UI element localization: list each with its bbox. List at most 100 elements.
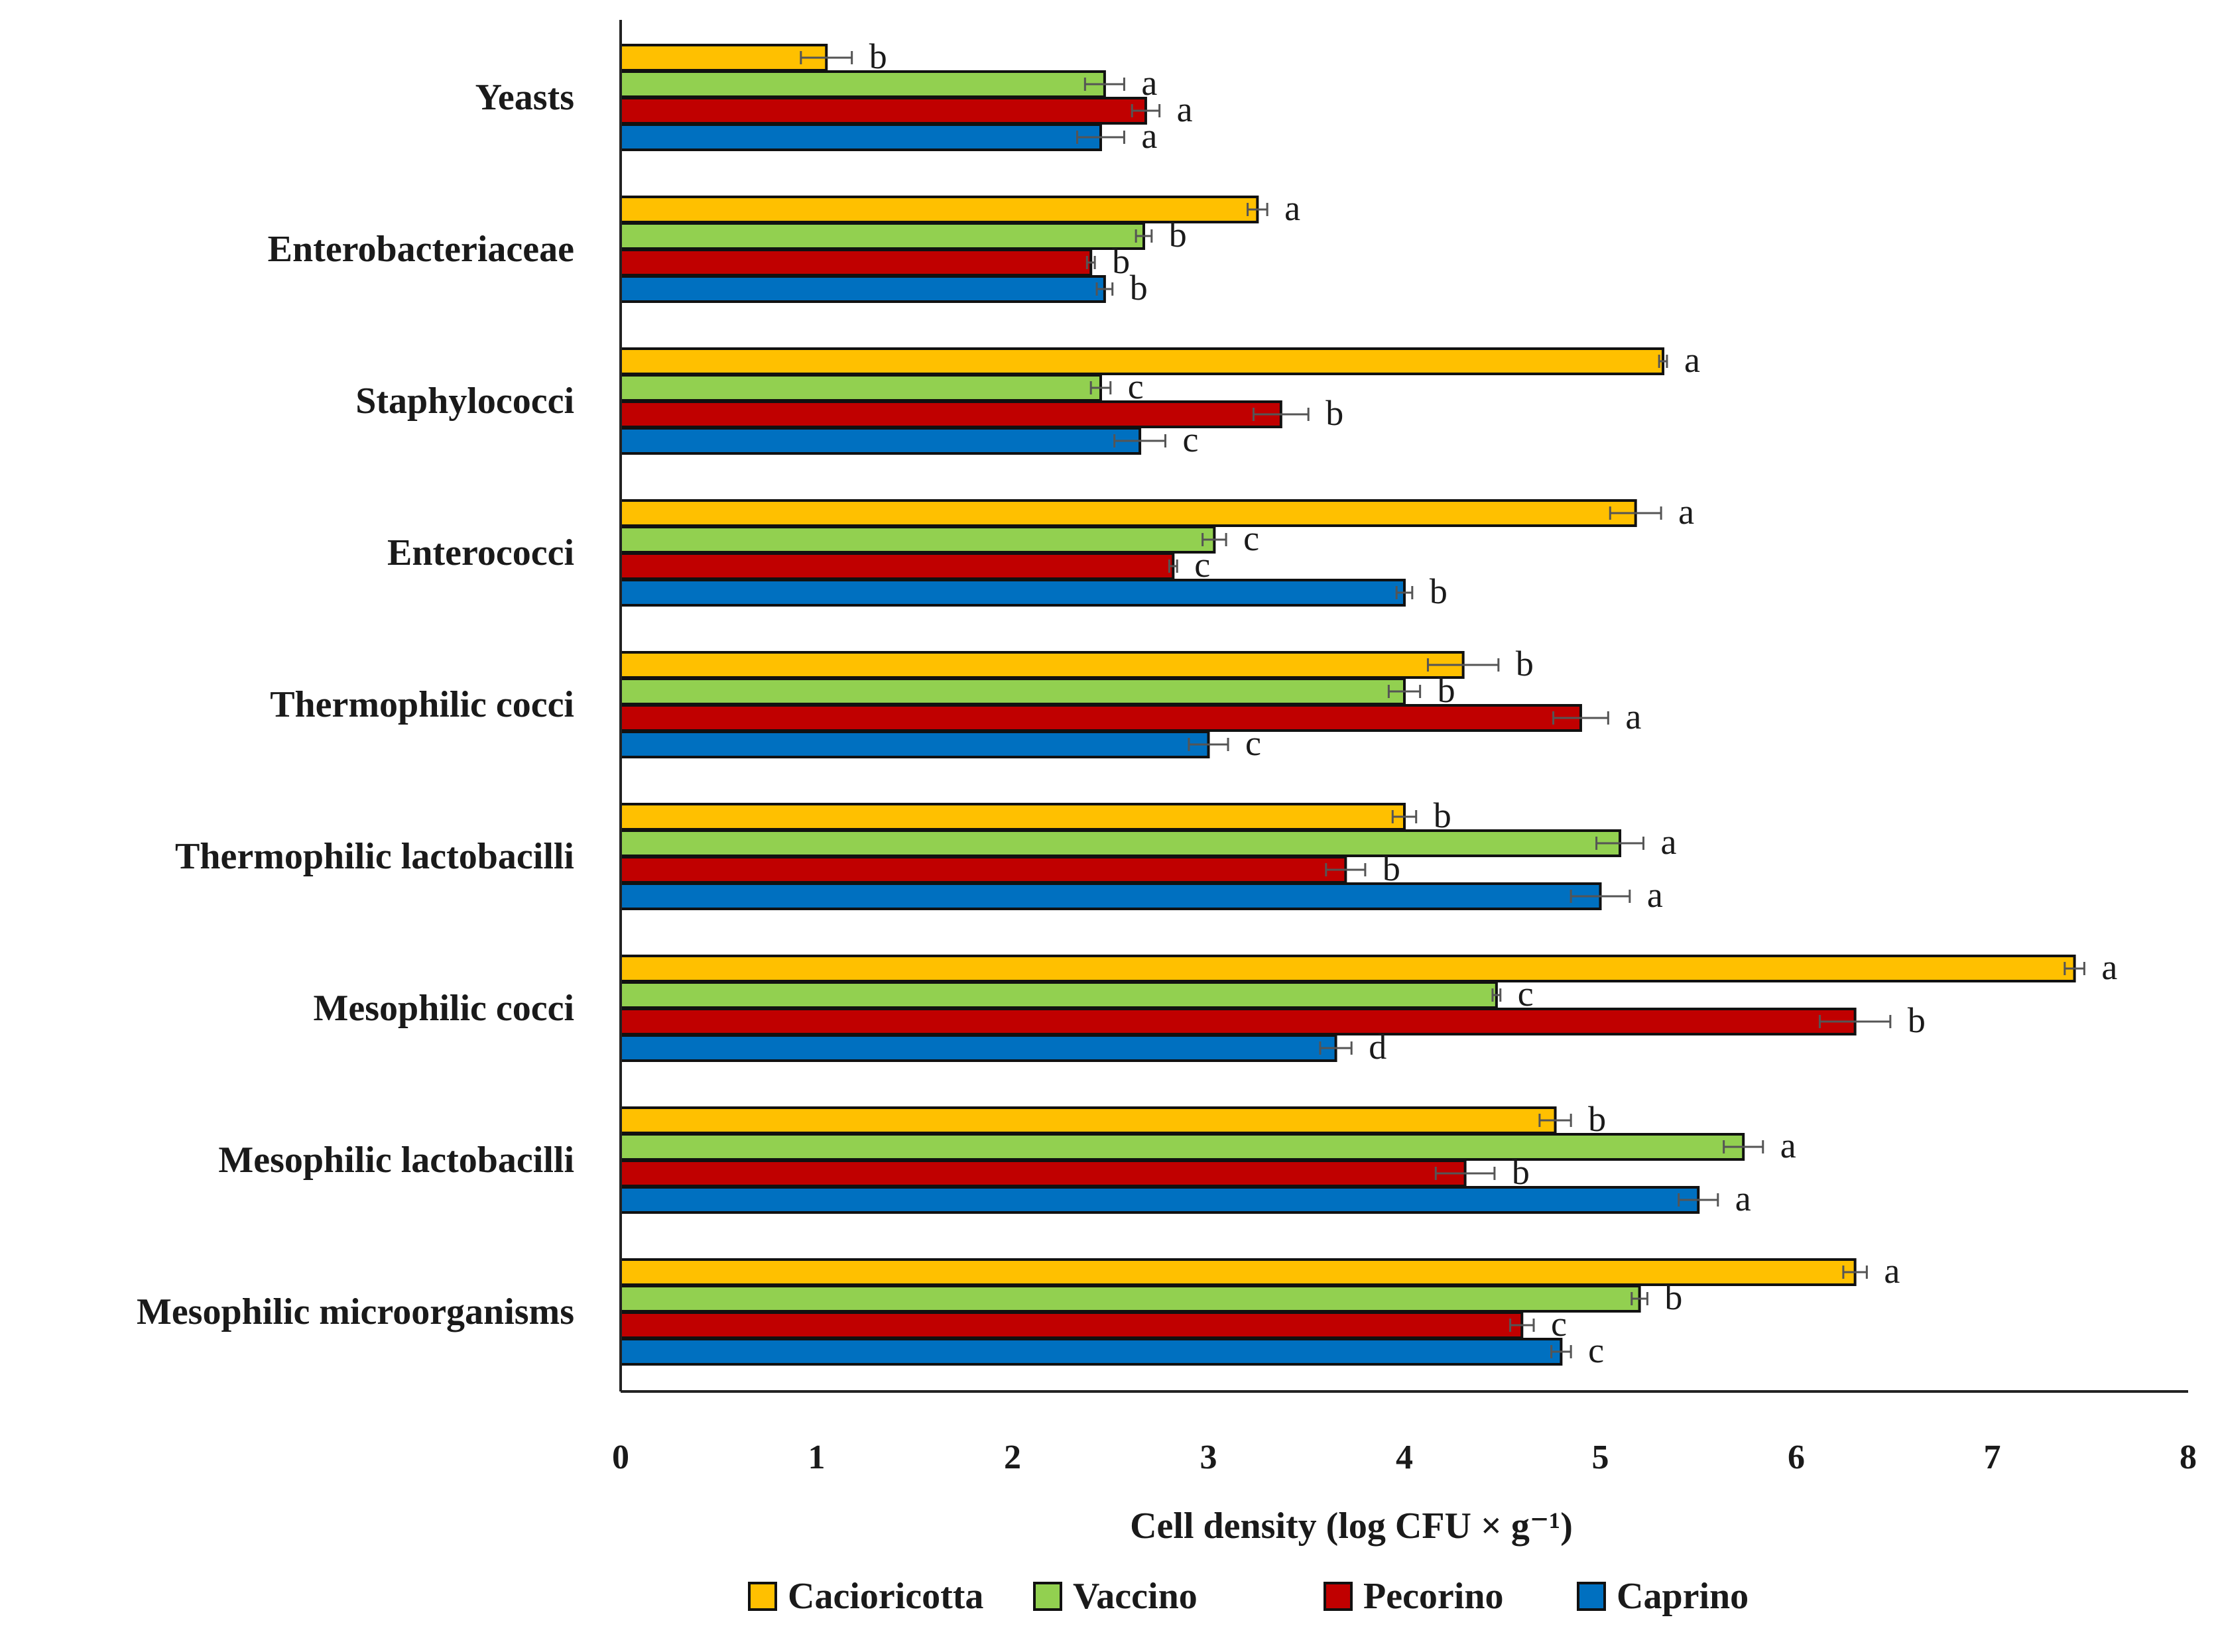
bar-cacioricotta	[619, 651, 1465, 679]
category-group-mesophilic-cocci: Mesophilic cocci a c b d	[314, 947, 2118, 1067]
significance-letter: a	[2101, 947, 2117, 987]
significance-letter: a	[1284, 188, 1300, 228]
significance-letter: c	[1194, 545, 1210, 585]
significance-letter: a	[1735, 1179, 1751, 1218]
significance-letter: a	[1625, 697, 1641, 737]
significance-letter: a	[1141, 63, 1157, 103]
bar-pecorino	[619, 1159, 1467, 1187]
significance-letter: a	[1884, 1251, 1900, 1291]
legend-label: Pecorino	[1363, 1576, 1503, 1617]
significance-letter: b	[1664, 1277, 1682, 1317]
bar-vaccino	[619, 981, 1498, 1009]
significance-letter: a	[1141, 116, 1157, 156]
category-label: Thermophilic cocci	[270, 684, 574, 725]
bar-caprino	[619, 731, 1210, 758]
significance-letter: b	[1169, 215, 1187, 255]
legend-swatch	[1033, 1582, 1062, 1611]
legend: Cacioricotta Vaccino Pecorino Caprino	[748, 1576, 1749, 1617]
legend-swatch	[1577, 1582, 1606, 1611]
bar-cacioricotta	[619, 803, 1406, 831]
significance-letter: c	[1551, 1304, 1567, 1344]
significance-letter: b	[1434, 796, 1451, 835]
legend-label: Caprino	[1617, 1576, 1749, 1617]
legend-item-caprino: Caprino	[1577, 1576, 1749, 1617]
legend-label: Cacioricotta	[788, 1576, 983, 1617]
category-label: Thermophilic lactobacilli	[175, 836, 574, 877]
bar-caprino	[619, 427, 1142, 455]
bar-vaccino	[619, 70, 1106, 98]
x-tick-label: 2	[1004, 1439, 1021, 1476]
category-label: Mesophilic cocci	[314, 988, 574, 1029]
x-tick-label: 3	[1200, 1439, 1217, 1476]
bar-pecorino	[619, 856, 1347, 884]
bar-caprino	[619, 275, 1106, 303]
significance-letter: b	[1325, 393, 1343, 433]
bar-pecorino	[619, 400, 1282, 428]
bar-cacioricotta	[619, 44, 828, 72]
category-group-mesophilic-lactobacilli: Mesophilic lactobacilli b a b a	[218, 1099, 1796, 1218]
significance-letter: b	[1512, 1152, 1530, 1192]
significance-letter: a	[1177, 89, 1193, 129]
x-axis-title: Cell density (log CFU × g⁻¹)	[1130, 1505, 1573, 1547]
legend-swatch	[748, 1582, 777, 1611]
significance-letter: b	[1516, 644, 1534, 683]
legend-swatch	[1323, 1582, 1353, 1611]
bar-pecorino	[619, 1311, 1524, 1339]
bar-pecorino	[619, 1008, 1857, 1035]
x-tick-label: 5	[1592, 1439, 1609, 1476]
x-tick-label: 7	[1984, 1439, 2001, 1476]
axes: 0 1 2 3 4 5 6 7 8	[612, 20, 2197, 1476]
x-tick-label: 4	[1396, 1439, 1413, 1476]
bar-vaccino	[619, 222, 1145, 250]
bar-caprino	[619, 1338, 1563, 1366]
category-group-yeasts: Yeasts b aaa	[475, 36, 1193, 156]
significance-letter: c	[1182, 420, 1198, 459]
significance-letter: c	[1243, 518, 1259, 558]
x-tick-label: 6	[1788, 1439, 1805, 1476]
bar-caprino	[619, 579, 1406, 607]
category-group-mesophilic-microorganisms: Mesophilic microorganisms a b cc	[137, 1251, 1900, 1370]
significance-letter: a	[1684, 340, 1700, 380]
bar-caprino	[619, 882, 1602, 910]
significance-letter: c	[1245, 723, 1261, 763]
legend-label: Vaccino	[1073, 1576, 1198, 1617]
significance-letter: a	[1647, 875, 1663, 915]
significance-letter: b	[1438, 670, 1455, 710]
bar-pecorino	[619, 97, 1147, 125]
significance-letter: b	[869, 36, 887, 76]
significance-letter: b	[1130, 268, 1148, 308]
category-group-thermophilic-cocci: Thermophilic cocci b b a c	[270, 644, 1641, 763]
bar-vaccino	[619, 526, 1216, 554]
significance-letter: c	[1518, 974, 1534, 1014]
significance-letter: b	[1112, 241, 1130, 281]
category-label: Staphylococci	[355, 381, 574, 422]
bar-cacioricotta	[619, 196, 1259, 223]
legend-item-vaccino: Vaccino	[1033, 1576, 1198, 1617]
category-group-thermophilic-lactobacilli: Thermophilic lactobacilli b a b a	[175, 796, 1676, 915]
significance-letter: a	[1661, 822, 1677, 862]
significance-letter: b	[1588, 1099, 1606, 1139]
bar-vaccino	[619, 374, 1102, 402]
bar-cacioricotta	[619, 1106, 1557, 1134]
plot-area: YeastsbaaaEnterobacteriaceaeabbbStaphylo…	[137, 36, 2117, 1370]
bar-cacioricotta	[619, 499, 1637, 527]
category-label: Mesophilic lactobacilli	[218, 1140, 574, 1181]
category-group-enterococci: Enterococci a cc b	[387, 492, 1694, 611]
category-label: Enterococci	[387, 532, 574, 573]
x-tick-label: 0	[612, 1439, 629, 1476]
legend-item-cacioricotta: Cacioricotta	[748, 1576, 983, 1617]
bar-caprino	[619, 1034, 1337, 1062]
x-tick-label: 8	[2180, 1439, 2197, 1476]
bar-cacioricotta	[619, 955, 2076, 982]
significance-letter: c	[1128, 367, 1144, 406]
bar-pecorino	[619, 249, 1093, 276]
legend-item-pecorino: Pecorino	[1323, 1576, 1503, 1617]
bar-caprino	[619, 1186, 1700, 1214]
category-group-enterobacteriaceae: Enterobacteriaceae a bbb	[268, 188, 1300, 308]
bar-vaccino	[619, 1285, 1641, 1313]
x-tick-label: 1	[808, 1439, 826, 1476]
significance-letter: b	[1430, 571, 1447, 611]
category-label: Yeasts	[475, 77, 574, 118]
category-label: Mesophilic microorganisms	[137, 1291, 574, 1332]
significance-letter: a	[1678, 492, 1694, 532]
